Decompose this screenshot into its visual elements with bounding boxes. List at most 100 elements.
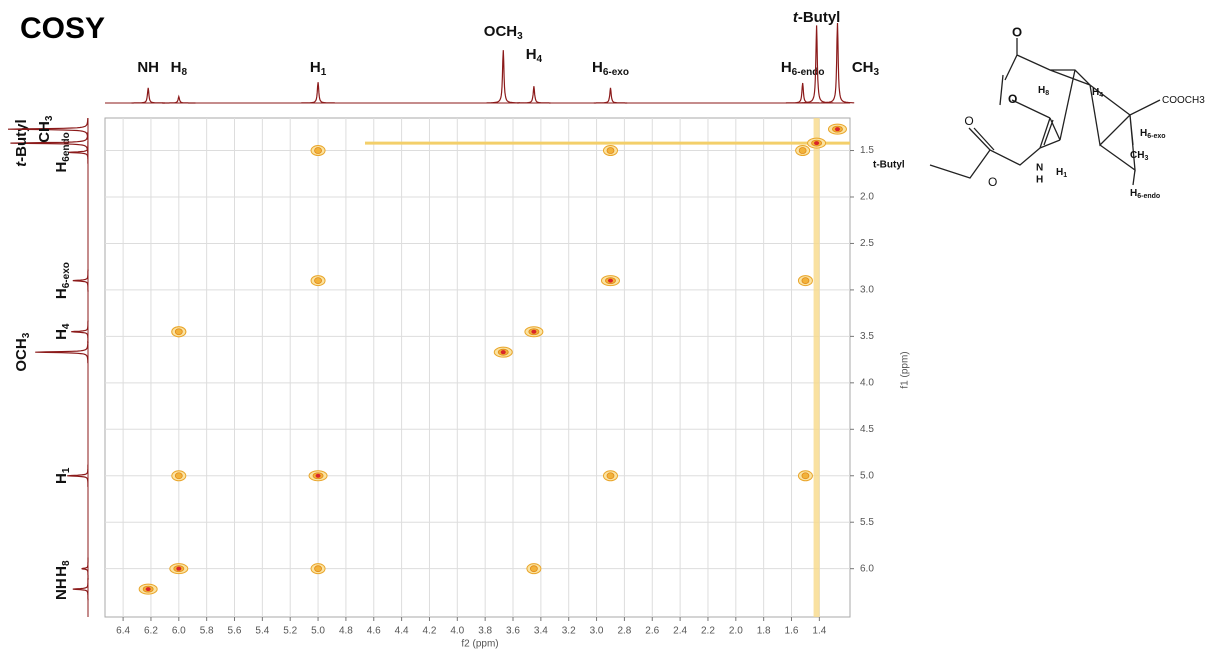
contour [529, 565, 538, 573]
label-part: CH [36, 121, 53, 143]
label-part: H [171, 59, 182, 76]
x-tick-label: 2.2 [701, 626, 715, 637]
x-tick-label: 4.2 [423, 626, 437, 637]
f1-signal-label: NH [53, 578, 70, 600]
contour [606, 147, 615, 154]
cross-peak [602, 470, 618, 482]
x-tick-label: 2.6 [645, 626, 659, 637]
contour [314, 277, 322, 285]
f2-peak [162, 94, 196, 104]
label-sub: 4 [61, 323, 72, 329]
f1-peak [81, 557, 89, 580]
cross-peak [797, 275, 813, 287]
atom-label: H8 [1038, 85, 1049, 97]
f1-peak [7, 118, 89, 141]
contour-core [500, 350, 506, 355]
y-tick-label: 3.0 [860, 285, 874, 296]
f2-peak [799, 25, 834, 104]
label-sub: 6-endo [792, 67, 825, 78]
f2-peak [593, 87, 628, 104]
y-tick-label: 3.5 [860, 331, 874, 342]
f2-signal-label: H1 [310, 59, 327, 78]
label-sub: 6-exo [61, 262, 72, 288]
label-part: -Butyl [798, 9, 841, 26]
label-sub: 6-exo [603, 67, 629, 78]
f1-signal-label: H6-exo [53, 262, 72, 299]
y-tick-label: 5.5 [860, 517, 874, 528]
label-part: H [53, 288, 70, 299]
f2-peak [486, 50, 520, 104]
f2-signal-label: CH3 [852, 59, 880, 78]
label-part: H [592, 59, 603, 76]
x-tick-label: 3.8 [478, 626, 492, 637]
label-sub: 3 [874, 67, 880, 78]
x-tick-label: 3.6 [506, 626, 520, 637]
label-sub: 4 [537, 54, 543, 65]
f1-signal-label: CH3 [36, 115, 55, 143]
atom-label: H [1036, 175, 1043, 186]
f2-signal-label: H6-endo [781, 59, 825, 78]
label-sub: 1 [321, 67, 327, 78]
contour-core [607, 278, 613, 283]
contour [174, 328, 183, 336]
label-sub: 3 [21, 332, 32, 338]
f2-peak [785, 82, 820, 104]
x-tick-label: 3.0 [590, 626, 604, 637]
atom-label: O [988, 175, 997, 189]
label-part: NH [137, 59, 159, 76]
cross-peak [310, 145, 326, 157]
contour-core [315, 473, 321, 478]
contour [801, 472, 810, 480]
cross-peak [797, 470, 813, 482]
contour [606, 472, 615, 480]
atom-label: O [1008, 92, 1017, 106]
x-tick-label: 5.6 [228, 626, 242, 637]
x-tick-label: 4.8 [339, 626, 353, 637]
atom-label: CH3 [1130, 150, 1148, 162]
y-tick-label: 4.0 [860, 377, 874, 388]
x-tick-label: 5.2 [283, 626, 297, 637]
label-part: H [781, 59, 792, 76]
f1-signal-label: H8 [53, 560, 72, 577]
cross-peak [602, 145, 618, 157]
x-tick-label: 5.4 [255, 626, 269, 637]
y-tick-label: 6.0 [860, 563, 874, 574]
label-part: H [53, 566, 70, 577]
label-part: OCH [484, 23, 517, 40]
x-tick-label: 5.0 [311, 626, 325, 637]
label-sub: 6endo [61, 132, 72, 161]
label-part: t [13, 161, 30, 167]
contour-core [145, 587, 151, 592]
label-part: OCH [13, 338, 30, 371]
f2-signal-label: H8 [171, 59, 188, 78]
x-tick-label: 6.4 [116, 626, 130, 637]
x-tick-label: 3.4 [534, 626, 548, 637]
x-tick-label: 2.0 [729, 626, 743, 637]
f2-signal-label: t-Butyl [793, 9, 841, 26]
label-sub: 3 [517, 31, 523, 42]
f1-signal-label: H4 [53, 323, 72, 340]
f2-peak [131, 87, 165, 104]
x-tick-label: 1.4 [812, 626, 826, 637]
cross-peak [795, 145, 811, 157]
x-tick-label: 1.6 [785, 626, 799, 637]
x-tick-label: 2.4 [673, 626, 687, 637]
f1-signal-label: t-Butyl [13, 119, 30, 167]
cross-peak [169, 563, 189, 575]
x-tick-label: 5.8 [200, 626, 214, 637]
cross-peak [308, 470, 328, 482]
x-axis-label: f2 (ppm) [461, 639, 498, 650]
f1-signal-label: H6endo [53, 132, 72, 172]
label-part: H [53, 329, 70, 340]
atom-label: COOCH3 [1162, 95, 1205, 106]
y-tick-label: 4.5 [860, 424, 874, 435]
f2-signal-label: H4 [526, 46, 543, 65]
contour-core [834, 127, 840, 132]
y-tick-label: 2.0 [860, 192, 874, 203]
f1-peak [72, 578, 89, 601]
f1-peak [71, 320, 89, 343]
cross-peak [524, 326, 544, 338]
f1-peak [67, 464, 89, 487]
atom-label: H6-exo [1140, 128, 1166, 140]
